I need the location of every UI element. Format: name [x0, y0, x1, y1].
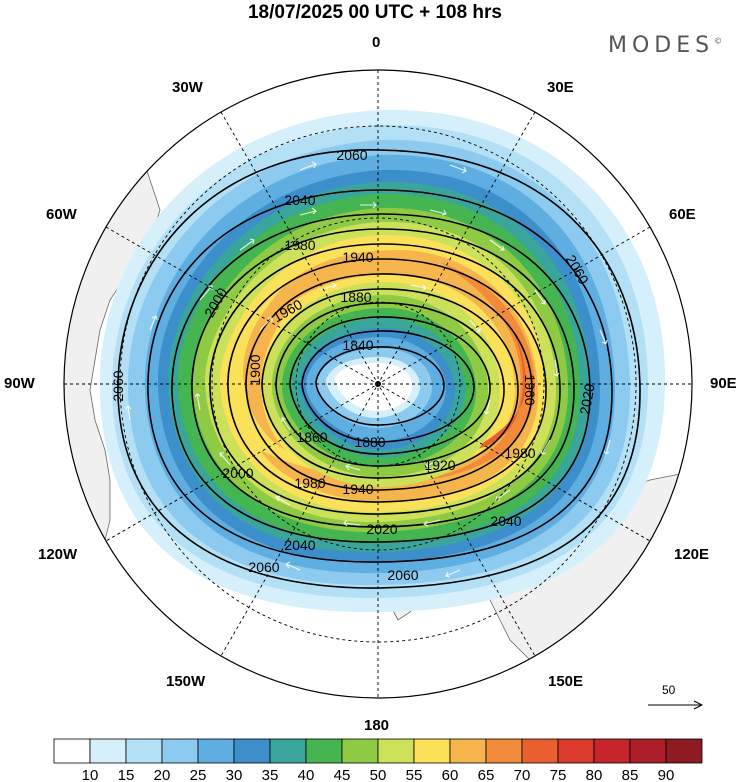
contour-label: 2060	[387, 567, 418, 583]
brand-name: MODES	[608, 33, 715, 58]
contour-label: 2040	[490, 513, 521, 529]
colorbar-swatch	[233, 738, 271, 764]
contour-label: 2060	[248, 559, 279, 575]
contour-1960	[227, 258, 547, 503]
contour-2040	[147, 189, 613, 563]
contour-label: 1880	[354, 434, 385, 450]
colorbar-label: 85	[622, 767, 639, 782]
contour-label: 1980	[504, 445, 535, 461]
lon-label-60e: 60E	[669, 206, 696, 223]
lon-label-60w: 60W	[46, 206, 77, 223]
lon-label-0: 0	[372, 34, 381, 51]
colorbar-label: 20	[154, 767, 171, 782]
south-pole-marker	[375, 381, 381, 387]
lon-label-30w: 30W	[172, 79, 203, 96]
lon-label-150e: 150E	[548, 673, 584, 690]
reference-vector-value: 50	[662, 683, 676, 697]
colorbar-label: 30	[226, 767, 243, 782]
colorbar-swatch	[593, 738, 631, 764]
page-title: 18/07/2025 00 UTC + 108 hrs	[247, 2, 503, 23]
colorbar-label: 70	[514, 767, 531, 782]
colorbar-label: 60	[442, 767, 459, 782]
colorbar-swatch	[197, 738, 235, 764]
colorbar-swatch	[449, 738, 487, 764]
colorbar-label: 25	[190, 767, 207, 782]
map-disc	[64, 70, 692, 698]
contour-label: 1940	[342, 481, 373, 497]
lon-label-90e: 90E	[710, 375, 737, 392]
colorbar-label: 50	[370, 767, 387, 782]
contour-1880	[289, 316, 491, 455]
contour-label: 1920	[424, 457, 455, 473]
lon-label-30e: 30E	[547, 79, 574, 96]
contour-1940	[245, 273, 533, 491]
colorbar-swatch	[341, 738, 379, 764]
contour-1980	[209, 243, 561, 515]
colorbar-swatch	[557, 738, 595, 764]
contour-label: 1980	[294, 475, 325, 491]
contour-label: 2020	[366, 521, 397, 537]
contour-label: 2060	[336, 147, 367, 163]
contour-1860	[301, 330, 475, 443]
contour-label: 1900	[247, 354, 263, 385]
contour-1920	[261, 288, 519, 479]
colorbar-label: 35	[262, 767, 279, 782]
contour-label: 1940	[342, 249, 373, 265]
colorbar-swatch	[665, 738, 703, 764]
colorbar-swatch	[89, 738, 127, 764]
colorbar-label: 90	[658, 767, 675, 782]
colorbar-swatch	[629, 738, 667, 764]
height-contours	[117, 149, 641, 589]
colorbar-label: 75	[550, 767, 567, 782]
colorbar-swatch	[377, 738, 415, 764]
contour-2060	[117, 149, 641, 589]
colorbar-label: 15	[118, 767, 135, 782]
colorbar-swatch	[521, 738, 559, 764]
contour-label: 2000	[222, 465, 253, 481]
wind-vectors	[125, 161, 611, 578]
contour-label: 2040	[284, 537, 315, 553]
colorbar-swatch	[413, 738, 451, 764]
colorbar-swatch	[125, 738, 163, 764]
lon-label-120e: 120E	[674, 546, 710, 563]
colorbar-label: 10	[82, 767, 99, 782]
reference-vector-arrow	[648, 700, 704, 710]
lon-label-90w: 90W	[4, 375, 35, 392]
contour-label: 1880	[340, 289, 371, 305]
map-boundary	[63, 69, 693, 699]
contour-label: 2040	[284, 192, 315, 208]
contour-label: 2020	[576, 382, 597, 416]
brand-mark: ©	[714, 36, 723, 46]
colorbar-label: 45	[334, 767, 351, 782]
contour-label: 1960	[522, 374, 538, 405]
colorbar-label: 80	[586, 767, 603, 782]
lon-label-180: 180	[364, 717, 390, 734]
colorbar-swatch	[269, 738, 307, 764]
lon-label-150w: 150W	[166, 673, 206, 690]
modes-logo: MODES©	[608, 33, 722, 58]
lon-label-120w: 120W	[38, 546, 78, 563]
colorbar	[53, 738, 703, 764]
contour-1900	[275, 302, 505, 467]
colorbar-label: 55	[406, 767, 423, 782]
colorbar-swatch	[53, 738, 91, 764]
colorbar-labels: 10 15 20 25 30 35 40 45 50 55 60 65 70 75 80 85 90	[82, 767, 675, 782]
contour-1840	[315, 346, 445, 426]
colorbar-swatch	[161, 738, 199, 764]
contour-2000	[191, 228, 575, 528]
contour-2020	[171, 213, 591, 543]
colorbar-swatch	[305, 738, 343, 764]
contour-label: 1980	[284, 237, 315, 253]
contour-label: 2060	[110, 370, 126, 401]
contour-label: 1840	[342, 337, 373, 353]
colorbar-label: 40	[298, 767, 315, 782]
colorbar-label: 65	[478, 767, 495, 782]
contour-label: 1860	[296, 429, 327, 445]
colorbar-swatch	[485, 738, 523, 764]
